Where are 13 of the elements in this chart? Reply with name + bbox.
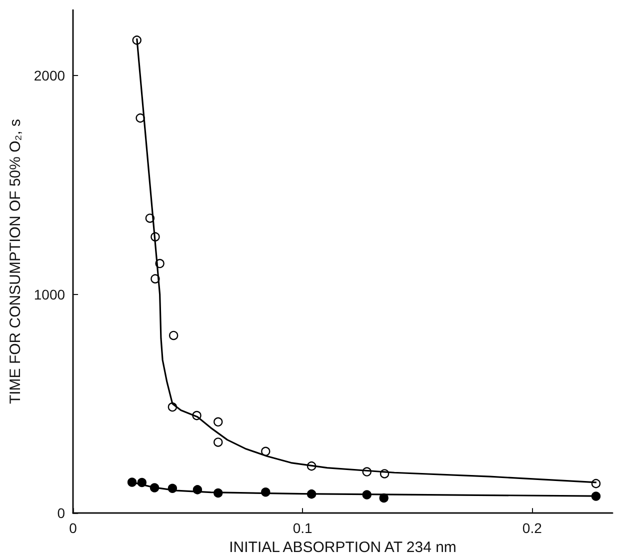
point — [169, 330, 178, 340]
x-tick-label: 0.2 — [522, 520, 542, 536]
y-tick-label: 0 — [57, 505, 66, 522]
point — [261, 446, 270, 456]
point — [127, 478, 137, 487]
point — [214, 438, 223, 447]
x-tick-label: 0 — [69, 520, 78, 536]
point — [214, 417, 223, 426]
y-axis-title: TIME FOR CONSUMPTION OF 50% O₂, s — [7, 119, 24, 404]
y-tick-label: 2000 — [34, 68, 66, 84]
x-tick-label: 0.1 — [292, 520, 313, 536]
x-axis-title: INITIAL ABSORPTION AT 234 nm — [229, 539, 456, 556]
y-tick-label: 1000 — [34, 286, 66, 302]
